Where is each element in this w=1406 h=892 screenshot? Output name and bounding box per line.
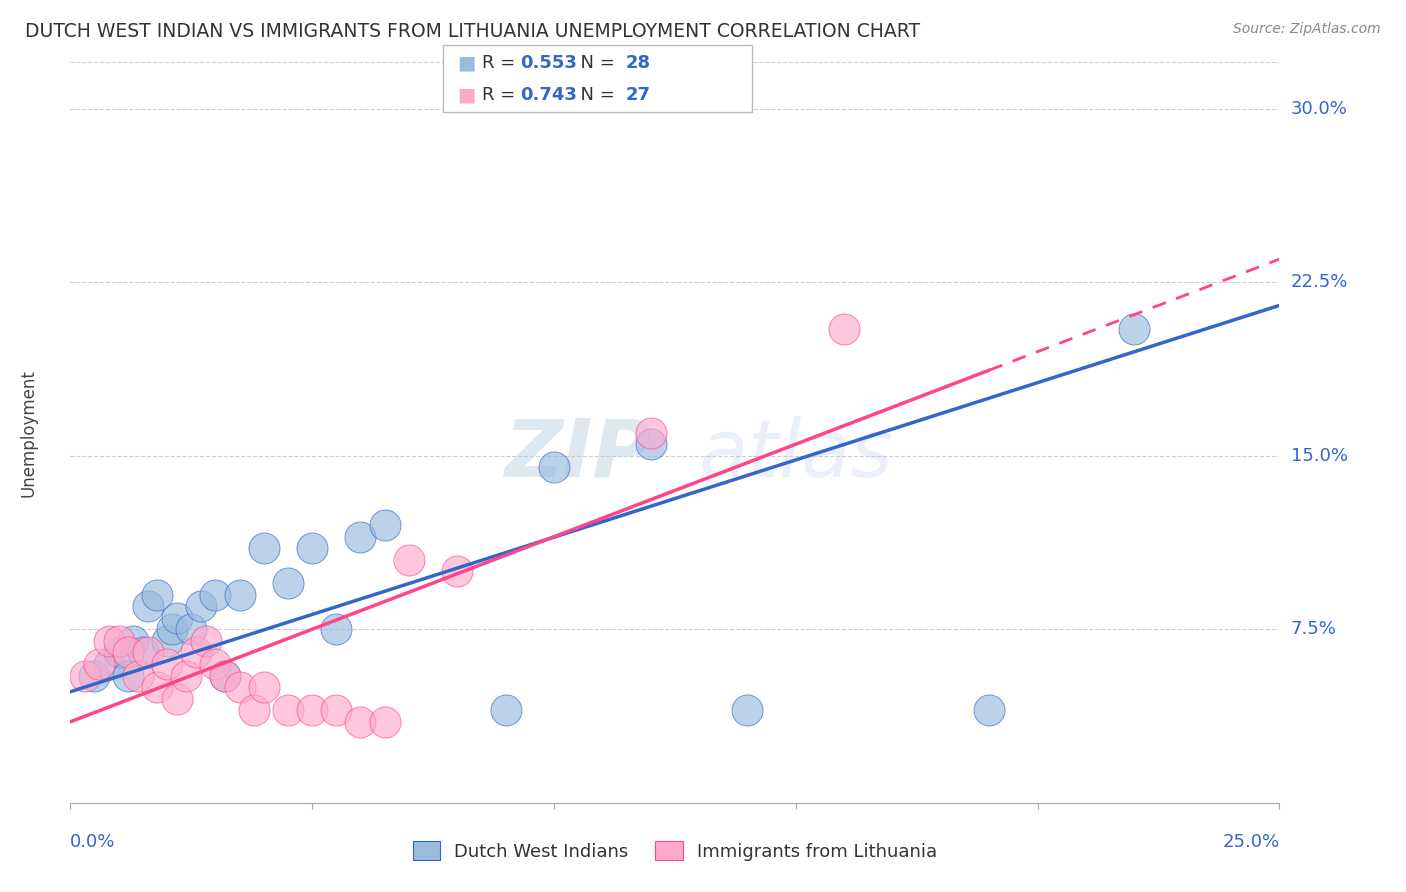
Point [979, 703, 1001, 717]
Point [325, 703, 347, 717]
Text: 0.743: 0.743 [520, 86, 576, 103]
Text: ■: ■ [457, 86, 475, 104]
Point [156, 657, 179, 671]
Text: ■: ■ [457, 54, 475, 73]
Point [495, 703, 517, 717]
Point [277, 703, 299, 717]
Text: R =: R = [482, 54, 522, 72]
Point [204, 657, 226, 671]
Point [176, 668, 198, 682]
Point [301, 703, 323, 717]
Point [107, 633, 129, 648]
Point [83, 668, 105, 682]
Point [136, 645, 159, 659]
Text: DUTCH WEST INDIAN VS IMMIGRANTS FROM LITHUANIA UNEMPLOYMENT CORRELATION CHART: DUTCH WEST INDIAN VS IMMIGRANTS FROM LIT… [25, 22, 921, 41]
Point [184, 645, 207, 659]
Point [146, 588, 169, 602]
Point [398, 553, 420, 567]
Point [737, 703, 759, 717]
Text: 28: 28 [626, 54, 651, 72]
Point [98, 633, 121, 648]
Text: 0.0%: 0.0% [70, 833, 115, 851]
Point [166, 691, 188, 706]
Point [122, 633, 145, 648]
Point [446, 565, 468, 579]
Point [156, 633, 179, 648]
Point [325, 622, 347, 636]
Point [136, 599, 159, 614]
Point [89, 657, 111, 671]
Point [98, 657, 121, 671]
Point [73, 668, 96, 682]
Point [204, 588, 226, 602]
Point [214, 668, 236, 682]
Text: 27: 27 [626, 86, 651, 103]
Point [253, 541, 276, 556]
Point [349, 530, 371, 544]
Text: 22.5%: 22.5% [1291, 273, 1348, 291]
Point [1123, 321, 1146, 335]
Point [640, 437, 662, 451]
Point [146, 680, 169, 694]
Text: 15.0%: 15.0% [1291, 447, 1347, 465]
Text: Source: ZipAtlas.com: Source: ZipAtlas.com [1233, 22, 1381, 37]
Text: N =: N = [569, 54, 621, 72]
Point [117, 668, 139, 682]
Point [194, 633, 217, 648]
Text: atlas: atlas [699, 416, 893, 494]
Point [160, 622, 183, 636]
Point [228, 588, 250, 602]
Text: ZIP: ZIP [505, 416, 652, 494]
Point [214, 668, 236, 682]
Point [107, 645, 129, 659]
Point [253, 680, 276, 694]
Point [228, 680, 250, 694]
Point [132, 645, 155, 659]
Point [117, 645, 139, 659]
Text: 0.553: 0.553 [520, 54, 576, 72]
Point [190, 599, 212, 614]
Point [277, 576, 299, 591]
Point [243, 703, 266, 717]
Point [180, 622, 202, 636]
Text: Unemployment: Unemployment [20, 368, 38, 497]
Text: 25.0%: 25.0% [1222, 833, 1279, 851]
Text: N =: N = [569, 86, 621, 103]
Point [832, 321, 855, 335]
Point [543, 460, 565, 475]
Point [166, 610, 188, 624]
Text: 7.5%: 7.5% [1291, 620, 1337, 639]
Legend: Dutch West Indians, Immigrants from Lithuania: Dutch West Indians, Immigrants from Lith… [405, 834, 945, 868]
Text: 30.0%: 30.0% [1291, 100, 1347, 118]
Point [127, 668, 149, 682]
Point [640, 425, 662, 440]
Text: R =: R = [482, 86, 522, 103]
Point [374, 518, 396, 533]
Point [349, 714, 371, 729]
Point [374, 714, 396, 729]
Point [301, 541, 323, 556]
